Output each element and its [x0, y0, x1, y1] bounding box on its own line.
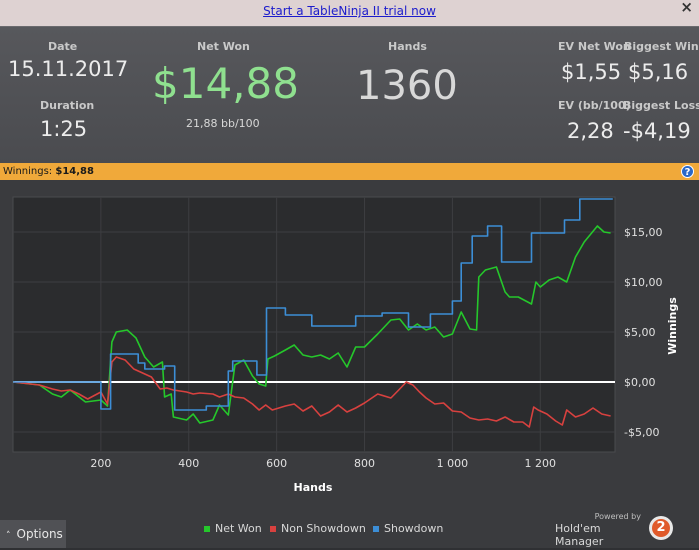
- winnings-chart: 200 400 600 800 1 000 1 200 $15,00 $10,00 $5,00 $…: [12, 196, 679, 494]
- showdown-line: [13, 198, 613, 411]
- duration-label: Duration: [40, 99, 95, 112]
- x-axis-label: Hands: [294, 481, 333, 494]
- ev-bb100-value: 2,28: [567, 119, 614, 143]
- y-tick-label: $5,00: [624, 326, 656, 339]
- y-tick-label: $0,00: [624, 376, 656, 389]
- bb-per-100: 21,88 bb/100: [186, 117, 260, 130]
- x-tick-label: 400: [178, 457, 199, 470]
- series-lines: [12, 198, 613, 428]
- brand-name: Hold'em Manager: [555, 522, 604, 548]
- hands-label: Hands: [388, 40, 427, 53]
- close-icon[interactable]: ×: [680, 0, 693, 16]
- help-icon[interactable]: ?: [681, 165, 694, 178]
- gridlines: [13, 197, 615, 452]
- chart-area: 200 400 600 800 1 000 1 200 $15,00 $10,00 $5,00 $…: [0, 180, 699, 548]
- winnings-summary: Winnings: $14,88: [3, 163, 94, 180]
- powered-by-text: Powered by: [594, 512, 641, 521]
- x-tick-label: 200: [90, 457, 111, 470]
- biggest-loss-value: -$4,19: [623, 119, 691, 143]
- non-showdown-line: [12, 356, 611, 428]
- x-tick-label: 1 000: [437, 457, 469, 470]
- axis-ticks: 200 400 600 800 1 000 1 200 $15,00 $10,00 $5,00 $…: [90, 226, 662, 470]
- legend-swatch: [204, 526, 210, 532]
- winnings-label: Winnings:: [3, 166, 53, 177]
- x-tick-label: 600: [266, 457, 287, 470]
- winnings-bar: Winnings: $14,88 ?: [0, 163, 699, 180]
- y-tick-label: -$5,00: [624, 426, 659, 439]
- biggest-loss-label: Biggest Loss: [623, 99, 699, 112]
- net-won-line: [12, 225, 611, 424]
- net-won-label: Net Won: [197, 40, 250, 53]
- legend-swatch: [270, 526, 276, 532]
- y-tick-label: $10,00: [624, 276, 663, 289]
- legend-item-showdown: Showdown: [373, 522, 443, 535]
- ev-net-won-value: $1,55: [561, 60, 622, 84]
- winnings-value: $14,88: [55, 166, 94, 177]
- brand-badge-number: 2: [652, 519, 670, 537]
- options-button[interactable]: ˄ Options: [0, 520, 66, 548]
- date-value: 15.11.2017: [8, 57, 129, 81]
- legend-item-net-won: Net Won: [204, 522, 262, 535]
- options-label: Options: [16, 527, 63, 541]
- legend-label: Net Won: [215, 522, 262, 535]
- chevron-up-icon: ˄: [6, 531, 11, 541]
- biggest-win-label: Biggest Win: [624, 40, 699, 53]
- x-tick-label: 800: [354, 457, 375, 470]
- y-tick-label: $15,00: [624, 226, 663, 239]
- biggest-win-value: $5,16: [628, 60, 689, 84]
- stats-panel: Date 15.11.2017 Duration 1:25 Net Won $1…: [0, 26, 699, 164]
- brand-badge: 2: [649, 516, 673, 540]
- legend-swatch: [373, 526, 379, 532]
- duration-value: 1:25: [40, 117, 88, 141]
- holdem-manager-logo: Powered by Hold'em Manager 2: [555, 512, 685, 548]
- net-won-value: $14,88: [152, 59, 299, 108]
- trial-banner: Start a TableNinja II trial now ×: [0, 0, 699, 26]
- legend-item-non-showdown: Non Showdown: [270, 522, 366, 535]
- legend-label: Showdown: [384, 522, 444, 535]
- date-label: Date: [48, 40, 78, 53]
- trial-link[interactable]: Start a TableNinja II trial now: [263, 4, 436, 18]
- hands-value: 1360: [356, 63, 458, 109]
- ev-bb100-label: EV (bb/100): [558, 99, 631, 112]
- plot-background: [12, 196, 616, 453]
- x-tick-label: 1 200: [525, 457, 557, 470]
- y-axis-label: Winnings: [666, 297, 679, 355]
- ev-net-won-label: EV Net Won: [558, 40, 631, 53]
- legend-label: Non Showdown: [281, 522, 366, 535]
